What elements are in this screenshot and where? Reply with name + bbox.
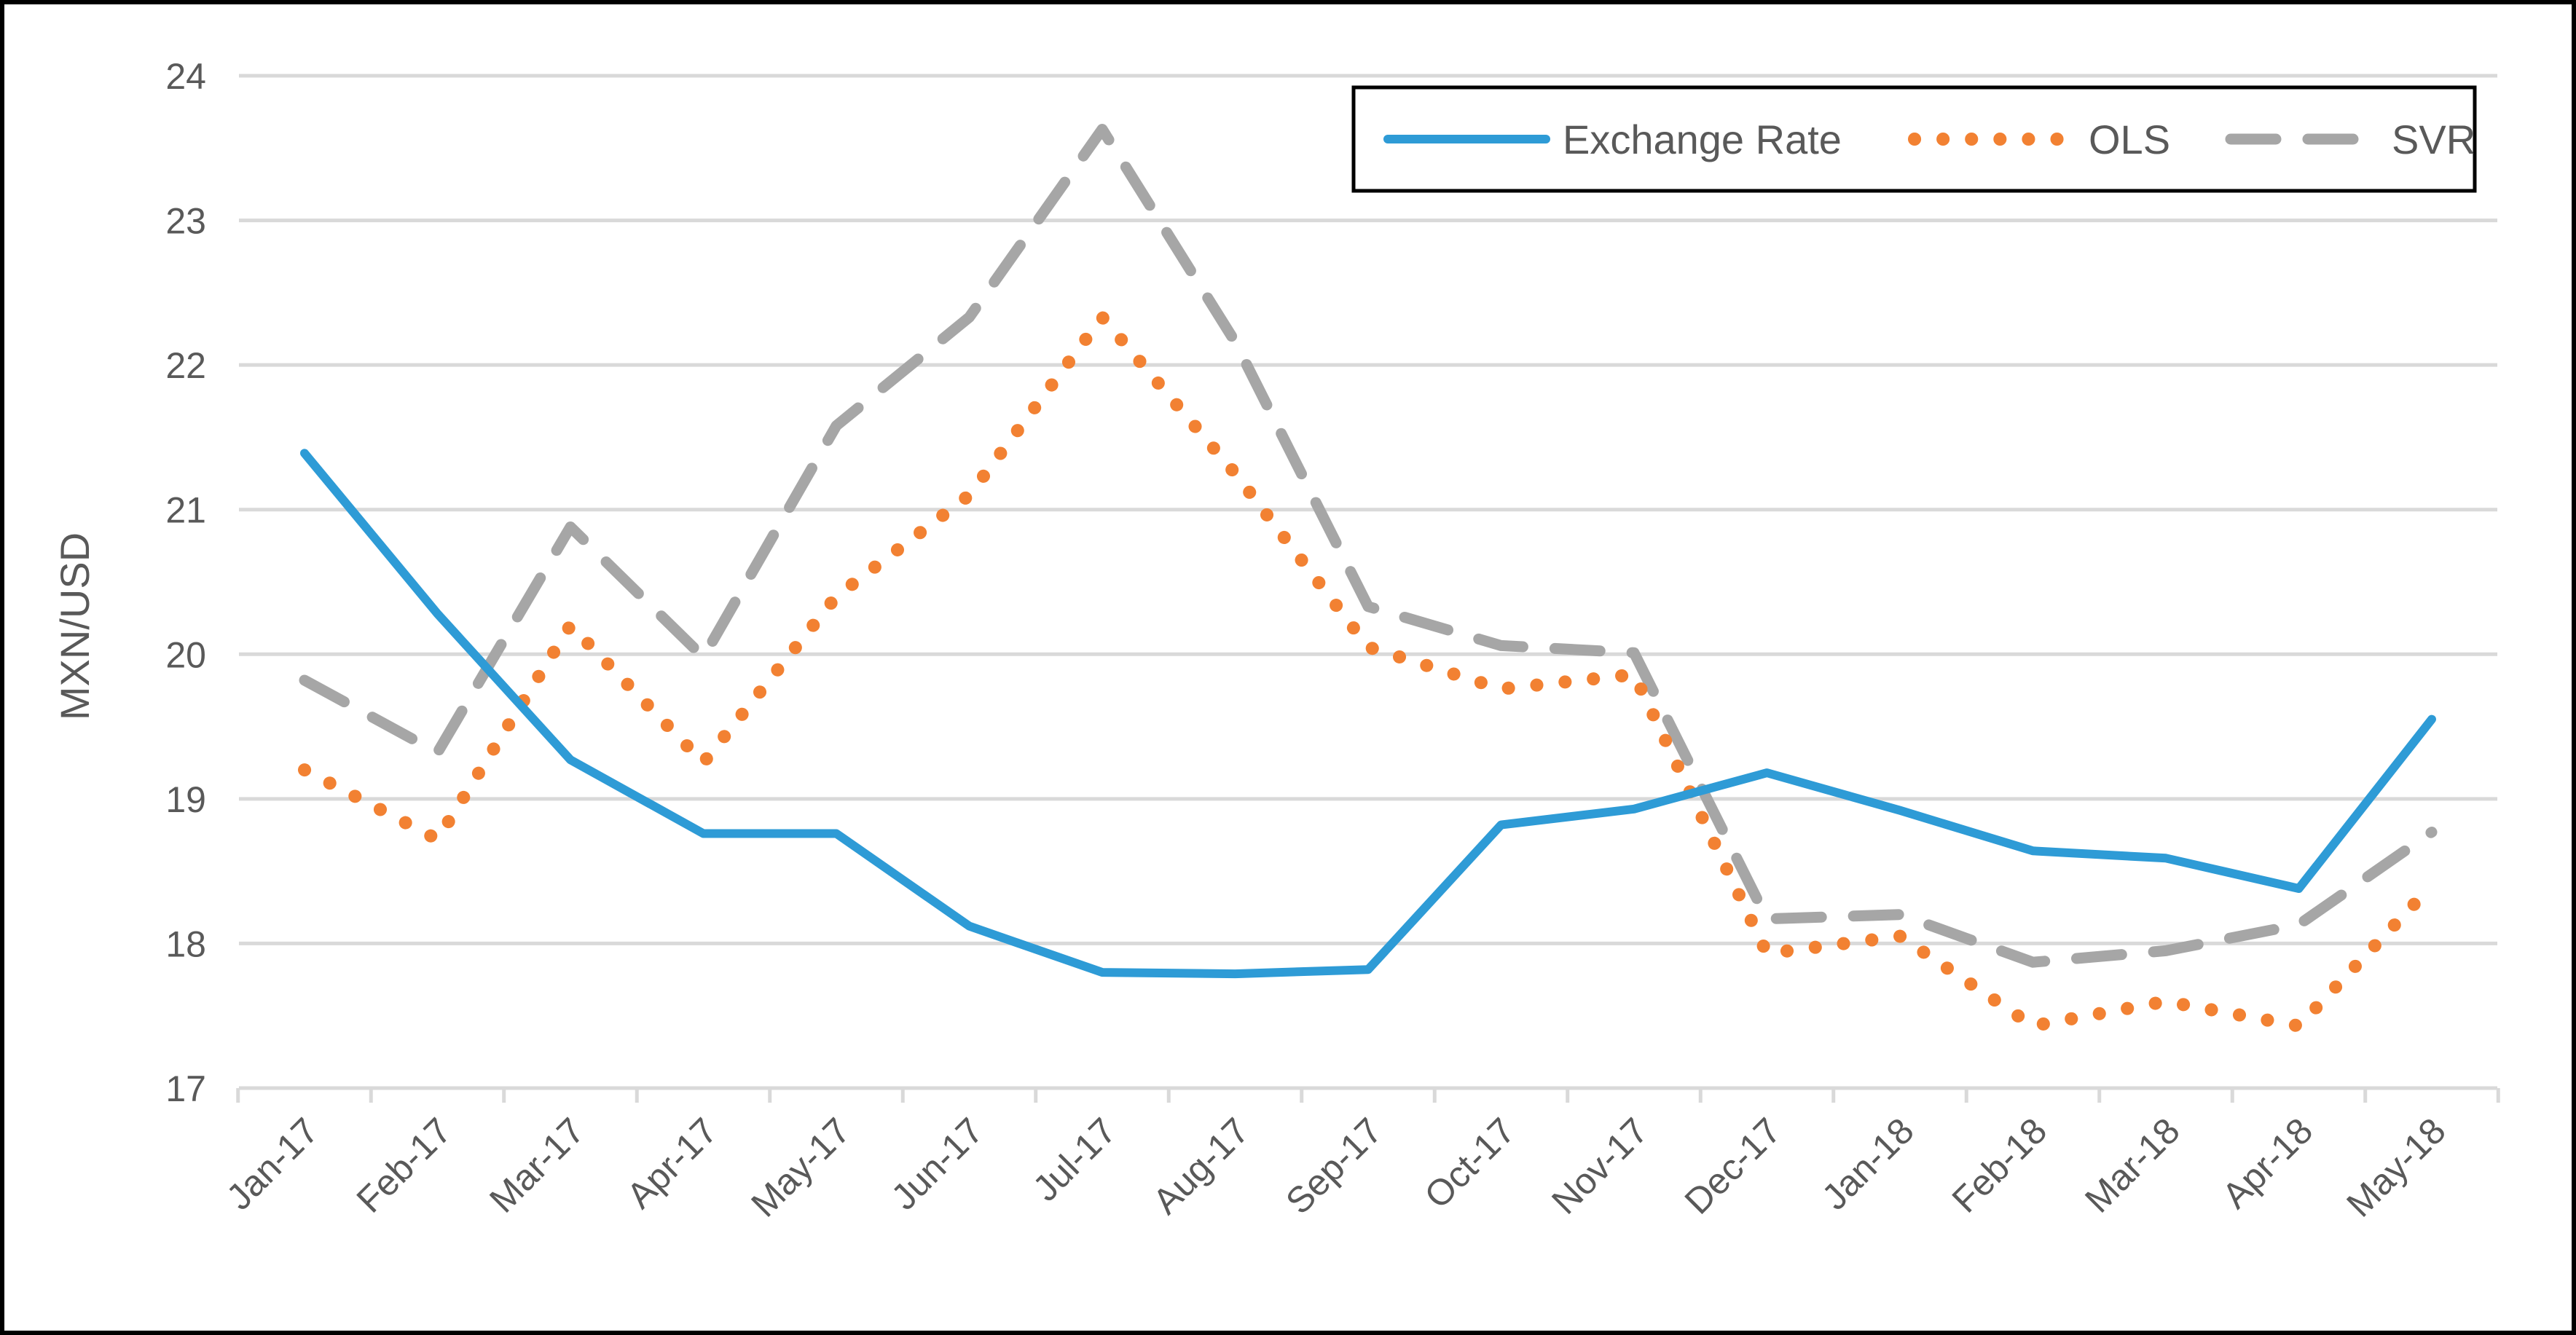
series-line-svr (299, 124, 2438, 968)
y-tick-label: 24 (165, 56, 206, 97)
y-axis-title: MXN/USD (52, 532, 98, 720)
y-tick-label: 19 (165, 779, 206, 820)
legend: Exchange Rate OLS SVR (1351, 85, 2477, 193)
legend-label: OLS (2089, 117, 2170, 162)
y-tick-label: 17 (165, 1068, 206, 1109)
gridlines (239, 74, 2497, 945)
y-tick-label: 23 (165, 201, 206, 242)
series (298, 124, 2438, 1033)
y-tick-label: 21 (165, 490, 206, 531)
series-line-exchange-rate (300, 449, 2436, 979)
y-tick-label: 18 (165, 924, 206, 964)
legend-label: SVR (2392, 117, 2475, 162)
y-tick-label: 20 (165, 634, 206, 675)
legend-label: Exchange Rate (1563, 117, 1842, 162)
series-line-ols (298, 310, 2438, 1033)
y-tick-label: 22 (165, 345, 206, 386)
